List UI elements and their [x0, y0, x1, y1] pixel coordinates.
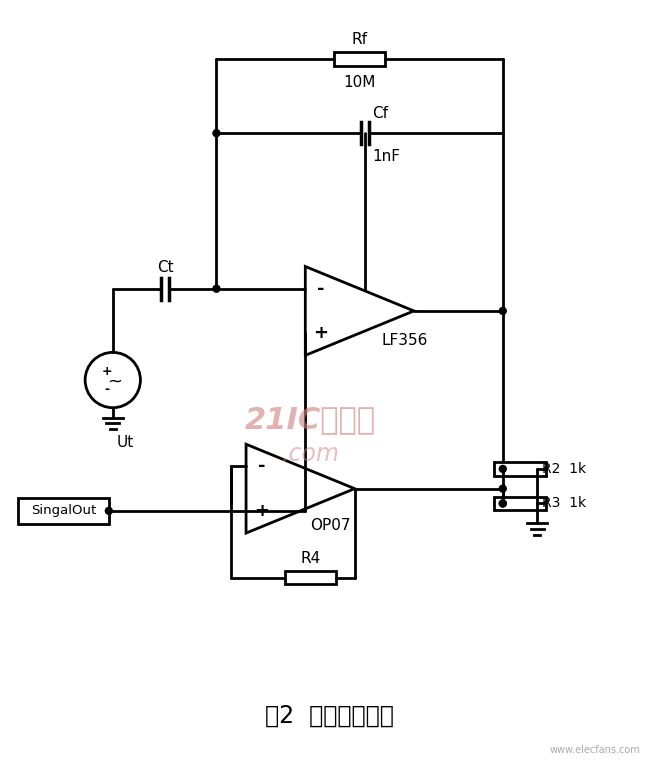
Text: R4: R4 [300, 551, 320, 565]
Text: OP07: OP07 [310, 519, 351, 533]
Text: Ct: Ct [157, 260, 173, 275]
Text: R2  1k: R2 1k [542, 462, 587, 476]
Circle shape [213, 129, 220, 136]
Circle shape [213, 285, 220, 292]
Text: +: + [254, 502, 270, 520]
Text: 21IC电子网: 21IC电子网 [244, 405, 376, 434]
Circle shape [500, 500, 506, 507]
Text: 图2  电荷放大电路: 图2 电荷放大电路 [265, 704, 394, 728]
Circle shape [500, 485, 506, 492]
Circle shape [500, 466, 506, 473]
Text: Rf: Rf [352, 32, 368, 47]
Bar [285, 571, 336, 584]
Circle shape [105, 507, 112, 514]
Text: SingalOut: SingalOut [31, 504, 96, 517]
Bar [494, 462, 546, 476]
Text: LF356: LF356 [382, 332, 428, 348]
Text: +: + [101, 365, 112, 378]
Text: Cf: Cf [372, 106, 388, 121]
Text: -: - [258, 457, 266, 476]
Text: 10M: 10M [343, 75, 376, 90]
Text: 1nF: 1nF [372, 149, 401, 164]
Bar [334, 52, 386, 66]
Text: -: - [318, 280, 325, 298]
Text: .com: .com [281, 442, 339, 466]
Text: www.elecfans.com: www.elecfans.com [549, 745, 640, 755]
Text: ~: ~ [107, 372, 123, 390]
FancyBboxPatch shape [18, 498, 109, 524]
Text: -: - [104, 384, 109, 397]
Circle shape [500, 307, 506, 314]
Text: +: + [314, 324, 329, 342]
Circle shape [500, 500, 506, 507]
Text: Ut: Ut [117, 435, 134, 450]
Bar [494, 496, 546, 510]
Text: R3  1k: R3 1k [542, 496, 587, 510]
